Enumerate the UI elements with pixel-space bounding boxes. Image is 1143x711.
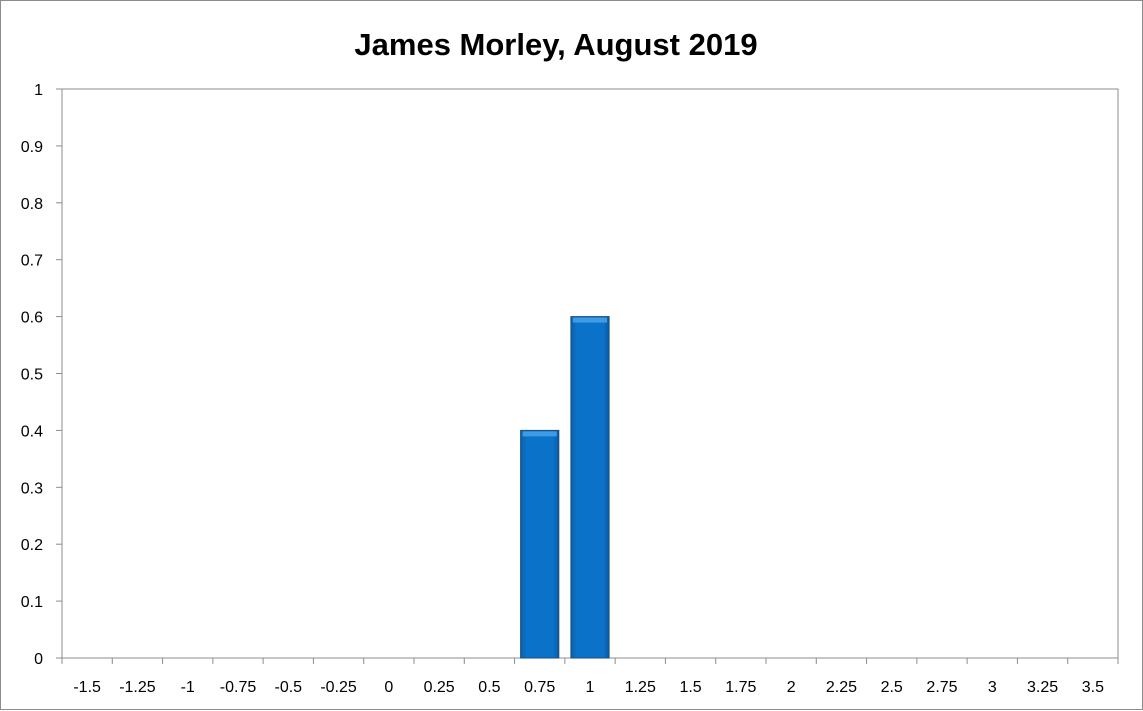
y-tick-label: 0.1 [21,594,43,611]
x-tick-label: 2.5 [881,679,903,696]
bar-highlight [572,317,608,323]
x-tick-label: 3 [988,679,997,696]
y-tick-label: 1 [34,82,43,99]
x-tick-label: -1.25 [119,679,156,696]
y-axis: 0 0.1 0.2 0.3 0.4 0.5 0.6 0.7 0.8 0.9 1 [21,82,62,668]
x-tick-label: 0.75 [524,679,555,696]
y-tick-label: 0.3 [21,480,43,497]
x-tick-label: 1.5 [679,679,701,696]
bar-highlight [522,431,557,437]
x-tick-label: 1.75 [725,679,756,696]
y-tick-label: 0.7 [21,253,43,270]
y-tick-label: 0 [34,651,43,668]
x-tick-label: 1.25 [625,679,656,696]
x-tick-label: 1 [586,679,595,696]
x-tick-label: 0 [384,679,393,696]
x-tick-label: -0.25 [320,679,357,696]
x-tick-label: 2 [787,679,796,696]
x-tick-label: 2.25 [826,679,857,696]
bar-1 [570,316,610,659]
x-tick-label: -1 [181,679,195,696]
x-tick-label: 0.5 [478,679,500,696]
y-tick-label: 0.9 [21,139,43,156]
y-tick-label: 0.5 [21,367,43,384]
y-tick-label: 0.4 [21,423,43,440]
x-tick-label: 3.5 [1082,679,1104,696]
x-tick-label: -0.5 [274,679,302,696]
bar-0.75 [520,429,560,659]
x-tick-label: 2.75 [926,679,957,696]
x-tick-label: -0.75 [220,679,257,696]
x-tick-label: 3.25 [1027,679,1058,696]
chart-title: James Morley, August 2019 [354,27,757,62]
y-tick-label: 0.8 [21,196,43,213]
y-tick-label: 0.2 [21,537,43,554]
bar-series [520,316,610,659]
x-tick-label: 0.25 [424,679,455,696]
x-axis: -1.5 -1.25 -1 -0.75 -0.5 -0.25 0 0.25 0.5 0.75 1 1.… [61,658,1119,696]
y-tick-label: 0.6 [21,310,43,327]
x-tick-label: -1.5 [73,679,101,696]
